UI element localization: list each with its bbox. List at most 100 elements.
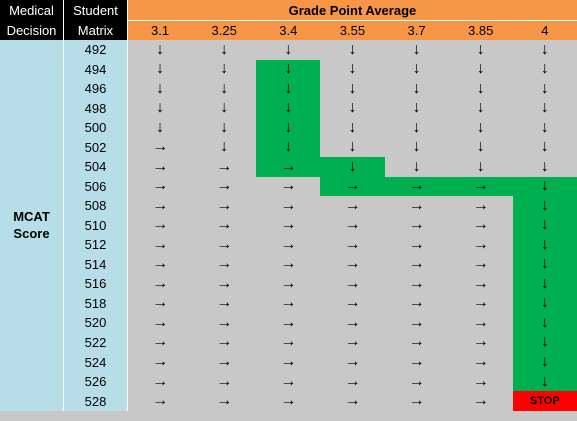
- arrow-right-icon: →: [192, 235, 257, 255]
- arrow-right-icon: →: [128, 274, 193, 294]
- arrow-down-icon: ↓: [384, 79, 449, 99]
- arrow-down-icon: ↓: [512, 352, 577, 372]
- arrow-down-icon: ↓: [512, 313, 577, 333]
- mcat-score-label: 504: [64, 157, 128, 177]
- mcat-score-label: 518: [64, 293, 128, 314]
- arrow-down-icon: ↓: [256, 59, 321, 80]
- arrow-down-icon: ↓: [384, 40, 449, 60]
- arrow-down-icon: ↓: [512, 59, 577, 80]
- arrow-right-icon: →: [256, 176, 321, 197]
- mcat-score-label: 498: [64, 98, 128, 119]
- header-student-label: Student: [64, 0, 128, 21]
- mcat-score-label: 506: [64, 176, 128, 197]
- sidebar-label-line1: MCAT: [13, 209, 50, 225]
- arrow-right-icon: →: [448, 391, 513, 411]
- arrow-down-icon: ↓: [192, 98, 257, 119]
- arrow-down-icon: ↓: [512, 196, 577, 216]
- arrow-right-icon: →: [128, 196, 193, 216]
- arrow-down-icon: ↓: [448, 157, 513, 177]
- arrow-down-icon: ↓: [128, 118, 193, 138]
- arrow-right-icon: →: [192, 391, 257, 411]
- arrow-down-icon: ↓: [448, 79, 513, 99]
- arrow-down-icon: ↓: [384, 59, 449, 80]
- arrow-right-icon: →: [384, 313, 449, 333]
- gpa-title: Grade Point Average: [128, 0, 577, 21]
- arrow-down-icon: ↓: [256, 79, 321, 99]
- arrow-down-icon: ↓: [192, 59, 257, 80]
- arrow-right-icon: →: [320, 235, 385, 255]
- arrow-down-icon: ↓: [384, 118, 449, 138]
- arrow-right-icon: →: [256, 332, 321, 353]
- arrow-down-icon: ↓: [256, 40, 321, 60]
- arrow-right-icon: →: [128, 391, 193, 411]
- arrow-right-icon: →: [256, 313, 321, 333]
- gpa-column-header: 3.4: [256, 21, 321, 40]
- arrow-down-icon: ↓: [320, 98, 385, 119]
- arrow-right-icon: →: [128, 157, 193, 177]
- mcat-score-label: 524: [64, 352, 128, 372]
- arrow-right-icon: →: [128, 137, 193, 158]
- mcat-score-sidebar: MCAT Score: [0, 40, 64, 411]
- arrow-down-icon: ↓: [512, 371, 577, 392]
- arrow-down-icon: ↓: [192, 40, 257, 60]
- arrow-right-icon: →: [256, 196, 321, 216]
- arrow-down-icon: ↓: [512, 293, 577, 314]
- gpa-column-header: 3.7: [384, 21, 449, 40]
- arrow-right-icon: →: [320, 352, 385, 372]
- arrow-down-icon: ↓: [256, 118, 321, 138]
- arrow-right-icon: →: [192, 352, 257, 372]
- arrow-down-icon: ↓: [448, 137, 513, 158]
- arrow-right-icon: →: [128, 235, 193, 255]
- arrow-right-icon: →: [384, 235, 449, 255]
- arrow-right-icon: →: [192, 215, 257, 236]
- arrow-down-icon: ↓: [512, 98, 577, 119]
- arrow-right-icon: →: [384, 371, 449, 392]
- mcat-score-label: 512: [64, 235, 128, 255]
- arrow-down-icon: ↓: [512, 79, 577, 99]
- arrow-right-icon: →: [256, 215, 321, 236]
- arrow-right-icon: →: [384, 391, 449, 411]
- arrow-right-icon: →: [192, 254, 257, 275]
- sidebar-label-line2: Score: [13, 226, 50, 242]
- arrow-right-icon: →: [128, 371, 193, 392]
- arrow-right-icon: →: [192, 293, 257, 314]
- mcat-score-label: 514: [64, 254, 128, 275]
- arrow-down-icon: ↓: [384, 157, 449, 177]
- arrow-right-icon: →: [448, 254, 513, 275]
- arrow-right-icon: →: [128, 176, 193, 197]
- stop-label: STOP: [512, 391, 577, 411]
- header-matrix-label: Matrix: [64, 21, 128, 40]
- arrow-down-icon: ↓: [320, 118, 385, 138]
- header-medical-label: Medical: [0, 0, 64, 21]
- mcat-score-label: 496: [64, 79, 128, 99]
- arrow-right-icon: →: [320, 274, 385, 294]
- arrow-right-icon: →: [384, 332, 449, 353]
- arrow-right-icon: →: [448, 215, 513, 236]
- arrow-right-icon: →: [320, 332, 385, 353]
- arrow-down-icon: ↓: [512, 176, 577, 197]
- mcat-score-label: 516: [64, 274, 128, 294]
- arrow-down-icon: ↓: [512, 137, 577, 158]
- arrow-down-icon: ↓: [320, 79, 385, 99]
- arrow-down-icon: ↓: [256, 137, 321, 158]
- arrow-right-icon: →: [448, 352, 513, 372]
- arrow-right-icon: →: [128, 254, 193, 275]
- arrow-right-icon: →: [128, 293, 193, 314]
- arrow-right-icon: →: [256, 274, 321, 294]
- arrow-down-icon: ↓: [320, 59, 385, 80]
- arrow-right-icon: →: [256, 254, 321, 275]
- arrow-right-icon: →: [192, 274, 257, 294]
- arrow-right-icon: →: [384, 293, 449, 314]
- arrow-right-icon: →: [320, 293, 385, 314]
- arrow-right-icon: →: [128, 313, 193, 333]
- arrow-down-icon: ↓: [384, 137, 449, 158]
- arrow-right-icon: →: [192, 332, 257, 353]
- arrow-down-icon: ↓: [128, 98, 193, 119]
- arrow-right-icon: →: [256, 371, 321, 392]
- arrow-right-icon: →: [128, 332, 193, 353]
- gpa-column-header: 4: [512, 21, 577, 40]
- arrow-down-icon: ↓: [448, 98, 513, 119]
- arrow-right-icon: →: [384, 215, 449, 236]
- arrow-right-icon: →: [256, 391, 321, 411]
